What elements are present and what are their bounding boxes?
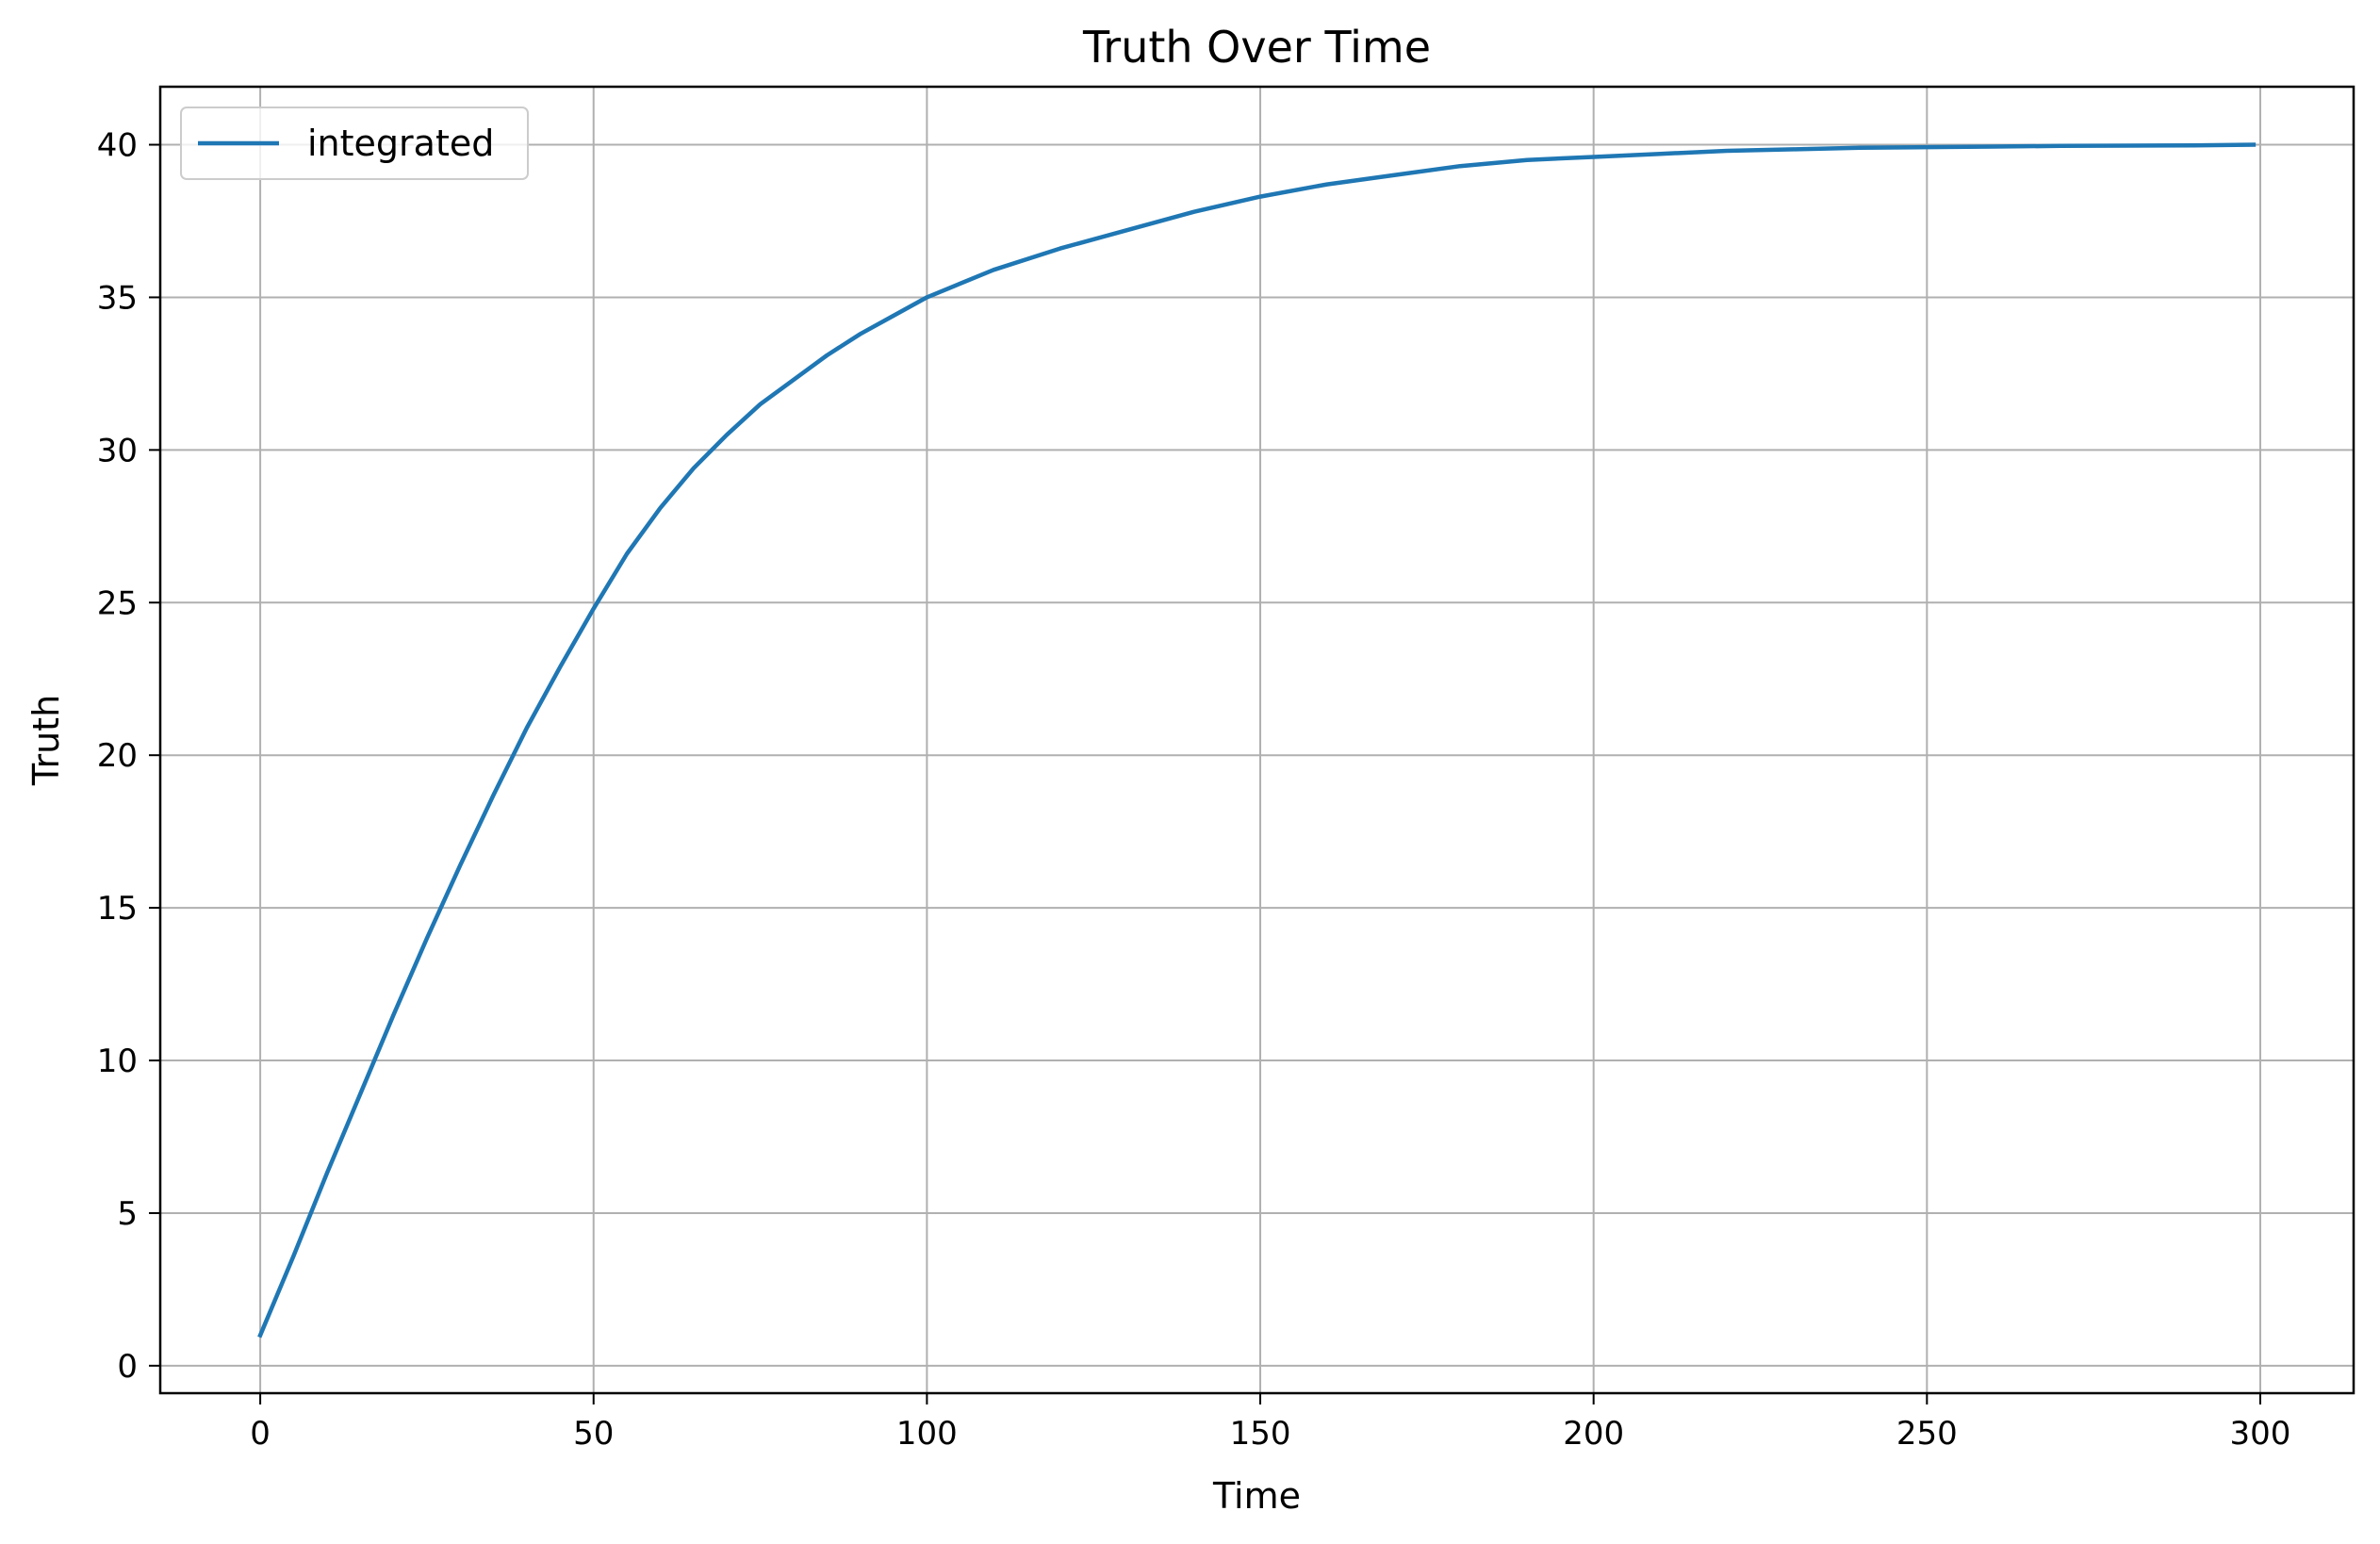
legend: integrated: [180, 107, 529, 180]
y-axis-title: Truth: [25, 695, 67, 786]
legend-box: [180, 107, 529, 180]
x-tick-label: 50: [573, 1415, 614, 1453]
y-tick-label: 30: [97, 432, 138, 469]
x-tick-label: 200: [1563, 1415, 1624, 1453]
axis-ticks: 0 50 100 150 200 250 300 0 5 10 15 20 25 30 35 40: [97, 127, 2291, 1453]
x-tick-label: 0: [250, 1415, 271, 1453]
y-tick-label: 35: [97, 279, 138, 317]
grid-lines: [160, 87, 2354, 1393]
x-tick-label: 250: [1896, 1415, 1958, 1453]
y-tick-label: 15: [97, 890, 138, 928]
legend-label-integrated: integrated: [307, 123, 494, 164]
x-tick-label: 300: [2230, 1415, 2291, 1453]
plot-frame: [158, 85, 2355, 1395]
y-tick-label: 10: [97, 1043, 138, 1080]
x-tick-label: 100: [896, 1415, 958, 1453]
y-tick-label: 0: [117, 1348, 138, 1386]
x-tick-label: 150: [1230, 1415, 1291, 1453]
y-tick-label: 5: [117, 1195, 138, 1233]
series-line-integrated: [257, 142, 2257, 1339]
x-axis-title: Time: [1212, 1475, 1301, 1517]
y-tick-label: 40: [97, 127, 138, 165]
y-tick-label: 25: [97, 584, 138, 622]
y-tick-label: 20: [97, 737, 138, 775]
chart-title: Truth Over Time: [1082, 22, 1431, 73]
series-layer: [257, 142, 2257, 1339]
